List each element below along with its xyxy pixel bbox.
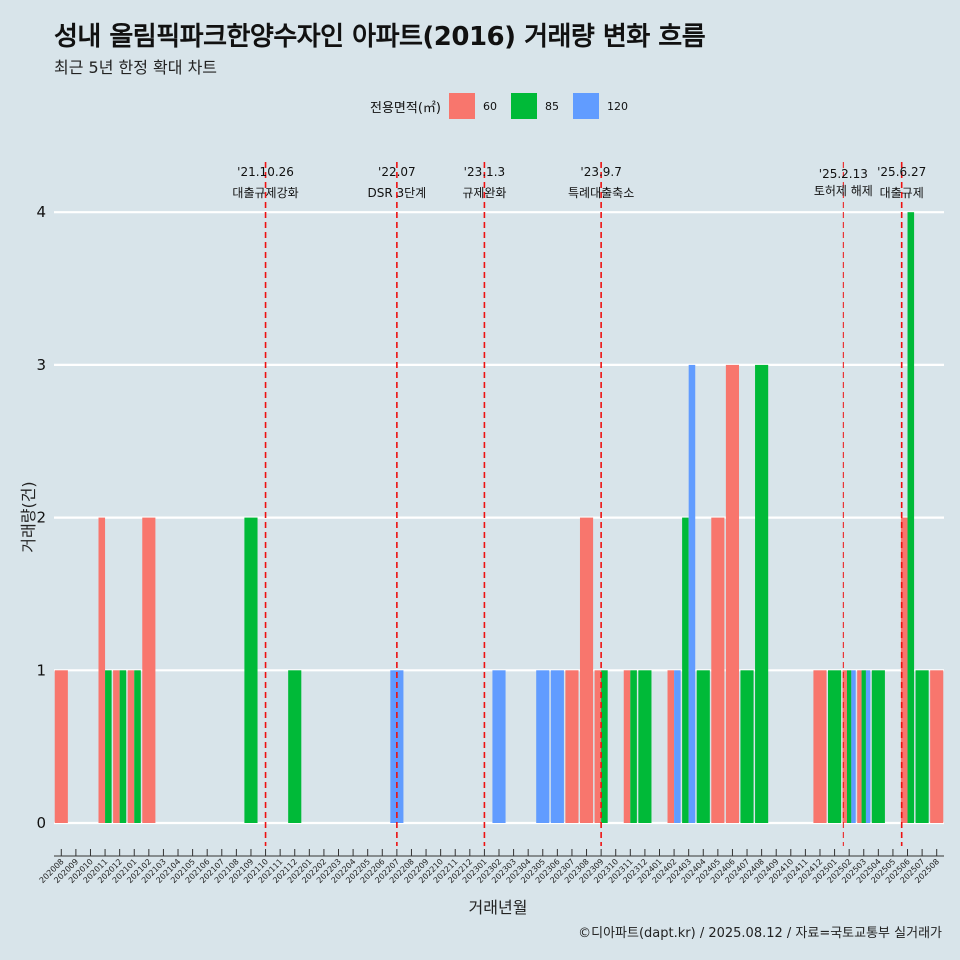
caption: ©디아파트(dapt.kr) / 2025.08.12 / 자료=국토교통부 실…	[578, 926, 942, 941]
event-name-label: 특례대출축소	[568, 186, 634, 200]
bar-202307-60	[565, 670, 579, 823]
event-name-label: 대출규제강화	[232, 186, 298, 200]
legend: 전용면적(㎡) 60 85 120	[370, 93, 642, 119]
bar-202402-60	[667, 670, 675, 823]
legend-key-120	[572, 93, 599, 119]
y-tick-label: 1	[36, 661, 46, 679]
event-name-label: 규제완화	[462, 186, 506, 200]
bar-202312-85	[638, 670, 652, 823]
page-title: 성내 올림픽파크한양수자인 아파트(2016) 거래량 변화 흐름	[54, 22, 706, 52]
bar-202403-85	[682, 517, 689, 823]
bar-202503-60	[857, 670, 862, 823]
event-date-label: '25.2.13	[819, 167, 868, 181]
bar-202506-85	[907, 212, 915, 823]
bar-202305-120	[536, 670, 550, 823]
legend-label-85: 85	[544, 99, 559, 113]
bar-202502-85	[846, 670, 852, 823]
event-date-label: '25.6.27	[877, 165, 926, 179]
legend-item-60: 60	[448, 93, 505, 119]
bar-202506-60	[900, 517, 908, 823]
bar-202503-120	[865, 670, 871, 823]
legend-key-60	[448, 93, 475, 119]
bar-202101-85	[134, 670, 141, 823]
y-tick-label: 0	[36, 814, 46, 832]
bar-202101-60	[127, 670, 135, 823]
bar-202311-85	[630, 670, 637, 823]
bar-202507-85	[915, 670, 929, 823]
axes: 0123420200820200920201020201120201220210…	[36, 203, 944, 885]
bar-202012-60	[113, 670, 120, 823]
bar-202011-85	[105, 670, 112, 823]
bar-202008-60	[54, 670, 68, 823]
bar-202011-60	[98, 517, 106, 823]
event-date-label: '22.07	[378, 165, 416, 179]
legend-item-120: 120	[572, 93, 636, 119]
bar-202012-85	[119, 670, 127, 823]
bars	[54, 212, 944, 823]
bar-202102-60	[142, 517, 156, 823]
bar-202306-120	[550, 670, 564, 823]
legend-key-85	[510, 93, 537, 119]
bar-202407-85	[740, 670, 754, 823]
event-lines: '21.10.26 대출규제강화 '22.07 DSR 3단계 '23.1.3 규제완화 '…	[232, 162, 926, 846]
y-axis-title: 거래량(건)	[19, 481, 38, 552]
bar-202406-60	[725, 364, 740, 823]
bar-202408-85	[755, 364, 769, 823]
bar-202502-120	[851, 670, 856, 823]
legend-title: 전용면적(㎡)	[370, 100, 441, 116]
bar-202311-60	[623, 670, 631, 823]
bar-202109-85	[244, 517, 258, 823]
event-date-label: '21.10.26	[237, 165, 294, 179]
bar-202302-120	[492, 670, 506, 823]
bar-202309-60	[594, 670, 602, 823]
y-tick-label: 4	[36, 203, 46, 221]
event-date-label: '23.1.3	[464, 165, 505, 179]
event-name-label: DSR 3단계	[368, 186, 427, 200]
bar-202501-85	[828, 670, 842, 823]
bar-202402-120	[674, 670, 681, 823]
x-axis-title: 거래년월	[469, 898, 528, 917]
bar-202504-85	[871, 670, 885, 823]
bar-202308-60	[579, 517, 594, 823]
bar-202309-85	[601, 670, 608, 823]
legend-item-85: 85	[510, 93, 567, 119]
bar-202412-60	[813, 670, 827, 823]
bar-202403-120	[688, 364, 696, 823]
legend-label-120: 120	[606, 99, 628, 113]
bar-202503-85	[861, 670, 866, 823]
bar-202508-60	[930, 670, 944, 823]
page-subtitle: 최근 5년 한정 확대 차트	[54, 58, 218, 77]
bar-202404-85	[696, 670, 710, 823]
y-tick-label: 3	[36, 356, 46, 374]
event-date-label: '23.9.7	[580, 165, 621, 179]
bar-202502-60	[842, 670, 847, 823]
event-name-label: 토허제 해제	[814, 184, 873, 198]
bar-202405-60	[711, 517, 725, 823]
event-name-label: 대출규제	[880, 186, 924, 200]
legend-label-60: 60	[482, 99, 497, 113]
bar-202112-85	[288, 670, 302, 823]
y-tick-label: 2	[36, 509, 46, 527]
